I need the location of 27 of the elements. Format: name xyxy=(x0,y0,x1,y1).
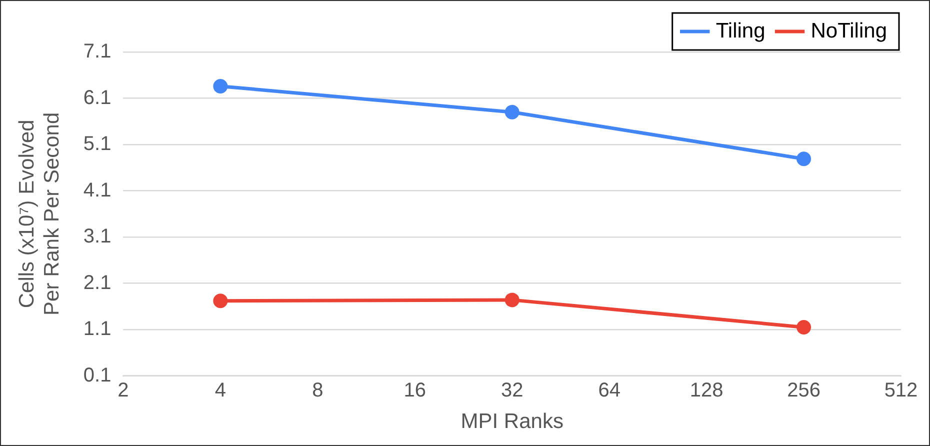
point xyxy=(796,152,812,166)
y-tick-label: 5.1 xyxy=(83,133,112,156)
x-tick-label: 64 xyxy=(598,379,620,402)
legend-label: Tiling xyxy=(716,19,766,42)
x-axis-title: MPI Ranks xyxy=(460,410,564,434)
x-tick-label: 2 xyxy=(118,379,129,402)
point xyxy=(504,292,520,308)
y-axis-title: Cells (x10⁷) Evolved Per Rank Per Second xyxy=(15,112,64,316)
legend-label: NoTiling xyxy=(810,19,887,42)
x-tick-label: 16 xyxy=(404,379,426,402)
y-tick-label: 3.1 xyxy=(83,226,112,248)
y-tick-label: 6.1 xyxy=(83,86,112,109)
point xyxy=(504,104,520,120)
x-tick-label: 4 xyxy=(214,379,226,402)
point xyxy=(213,78,228,94)
x-tick-label: 8 xyxy=(312,379,324,402)
point xyxy=(796,320,812,334)
x-tick-label: 512 xyxy=(884,379,918,402)
y-tick-label: 0.1 xyxy=(83,364,112,386)
y-tick-label: 2.1 xyxy=(83,272,112,294)
y-tick-label: 4.1 xyxy=(83,179,112,202)
y-tick-label: 7.1 xyxy=(83,40,112,63)
x-tick-label: 32 xyxy=(500,379,524,402)
point xyxy=(213,294,228,308)
y-tick-label: 1.1 xyxy=(83,318,112,340)
x-tick-label: 128 xyxy=(690,379,724,402)
x-tick-label: 256 xyxy=(787,379,820,402)
